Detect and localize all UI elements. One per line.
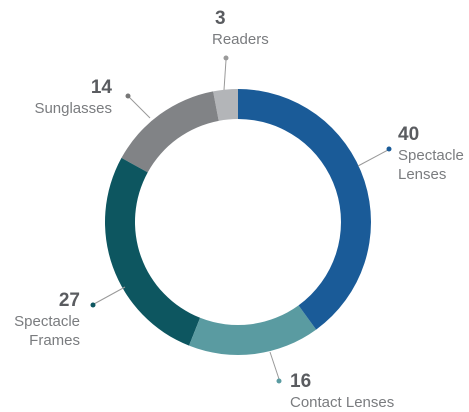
- value-label: 16: [290, 371, 312, 392]
- leader-line: [223, 59, 227, 91]
- leader-line: [269, 351, 280, 380]
- category-label: Sunglasses: [34, 100, 112, 117]
- donut-segment: [238, 89, 372, 330]
- leaders: [90, 55, 392, 384]
- segment-label: 3 Readers: [212, 8, 292, 49]
- donut-segment: [189, 305, 317, 356]
- segment-label: 16 Contact Lenses: [290, 371, 460, 412]
- value-label: 27: [58, 290, 80, 311]
- segment-label: 40 Spectacle Lenses: [398, 124, 468, 184]
- donut-segment: [121, 91, 219, 173]
- value-label: 40: [398, 124, 420, 145]
- segment-label: 14 Sunglasses: [0, 77, 112, 118]
- value-label: 14: [90, 77, 112, 98]
- leader-dot: [223, 55, 229, 61]
- segment-label: 27 Spectacle Frames: [0, 290, 80, 350]
- leader-dot: [276, 378, 282, 384]
- value-label: 3: [215, 8, 226, 29]
- leader-line: [93, 286, 126, 305]
- leader-dot: [90, 302, 96, 308]
- category-label: Spectacle Lenses: [398, 147, 464, 183]
- category-label: Spectacle Frames: [14, 313, 80, 349]
- category-label: Readers: [212, 31, 269, 48]
- leader-line: [357, 149, 389, 167]
- donut-segment: [213, 89, 238, 121]
- category-label: Contact Lenses: [290, 394, 395, 411]
- donut-segment: [104, 157, 201, 346]
- leader-line: [128, 96, 151, 119]
- leader-dot: [386, 146, 392, 152]
- leader-dot: [125, 93, 131, 99]
